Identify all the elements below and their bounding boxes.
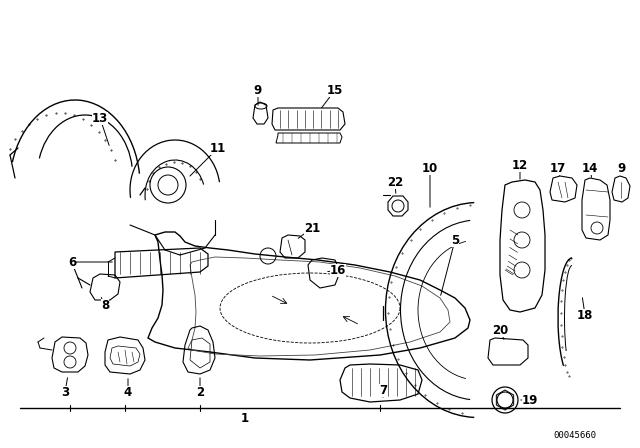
Text: 14: 14 (582, 161, 598, 175)
Text: 13: 13 (92, 112, 108, 125)
Text: 6: 6 (68, 255, 76, 268)
Text: 2: 2 (196, 385, 204, 399)
Text: 22: 22 (387, 176, 403, 189)
Text: 10: 10 (422, 161, 438, 175)
Text: 17: 17 (550, 161, 566, 175)
Text: 20: 20 (492, 323, 508, 336)
Text: 7: 7 (379, 383, 387, 396)
Text: 12: 12 (512, 159, 528, 172)
Text: 19: 19 (522, 393, 538, 406)
Text: 4: 4 (124, 385, 132, 399)
Text: 11: 11 (210, 142, 226, 155)
Text: 9: 9 (254, 83, 262, 96)
Text: 15: 15 (327, 83, 343, 96)
Text: 00045660: 00045660 (554, 431, 596, 439)
Text: 5: 5 (451, 233, 459, 246)
Text: 9: 9 (618, 161, 626, 175)
Text: 3: 3 (61, 385, 69, 399)
Text: 8: 8 (101, 298, 109, 311)
Text: 18: 18 (577, 309, 593, 322)
Text: 21: 21 (304, 221, 320, 234)
Text: 16: 16 (330, 263, 346, 276)
Text: 1: 1 (241, 412, 249, 425)
